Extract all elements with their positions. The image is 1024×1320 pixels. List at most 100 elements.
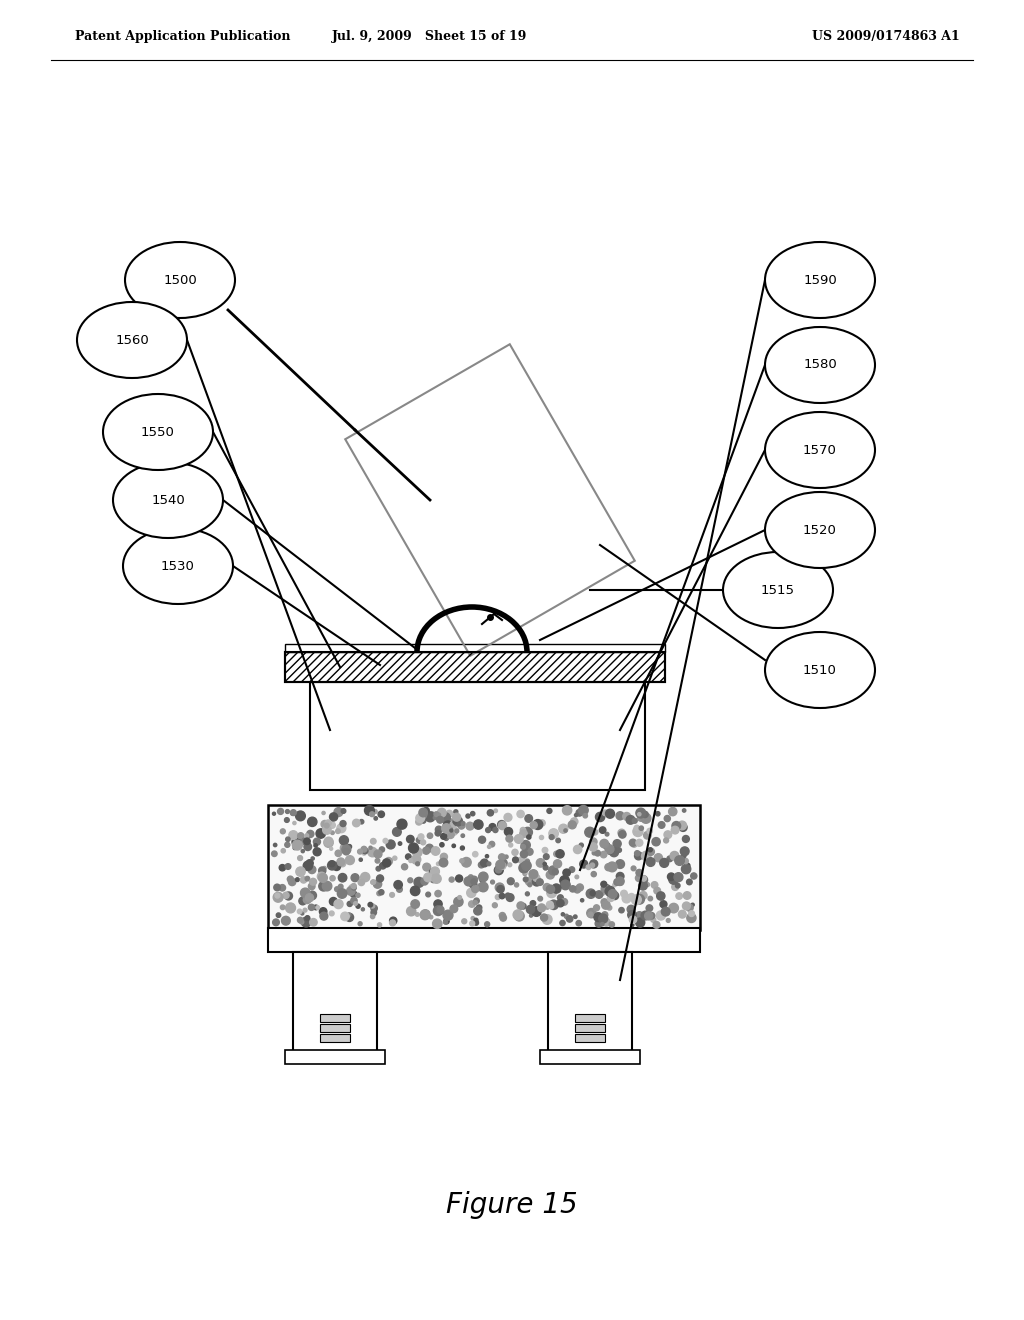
Circle shape [342,847,347,854]
Circle shape [286,809,290,813]
Circle shape [356,904,360,908]
Circle shape [443,911,453,920]
Circle shape [616,873,624,880]
Circle shape [361,846,367,853]
Circle shape [594,904,599,911]
Circle shape [618,908,625,913]
Circle shape [305,916,310,920]
Circle shape [394,880,402,888]
Circle shape [423,808,429,813]
Circle shape [314,843,317,847]
Circle shape [670,851,679,861]
Circle shape [526,836,531,840]
Circle shape [307,842,310,846]
Circle shape [303,896,311,904]
Circle shape [278,808,284,814]
Circle shape [680,847,689,855]
Circle shape [335,850,341,857]
Circle shape [325,820,331,826]
Circle shape [552,869,558,875]
Circle shape [577,884,584,891]
Circle shape [474,898,479,903]
Circle shape [590,859,598,869]
Circle shape [411,886,420,895]
Circle shape [500,894,505,899]
Circle shape [323,826,331,834]
Circle shape [639,891,647,899]
Circle shape [506,894,514,902]
Circle shape [409,859,413,862]
Circle shape [480,859,488,867]
Circle shape [528,883,531,887]
Circle shape [309,878,316,886]
Circle shape [636,808,646,818]
Circle shape [429,915,433,919]
Circle shape [467,888,476,898]
Ellipse shape [765,632,874,708]
Circle shape [681,865,691,874]
Circle shape [631,866,636,871]
Circle shape [360,873,370,882]
Circle shape [654,854,663,862]
Circle shape [525,859,529,863]
Circle shape [508,863,512,867]
Circle shape [313,838,321,845]
Circle shape [318,867,326,874]
Circle shape [487,845,490,849]
Circle shape [474,919,478,923]
Circle shape [556,850,564,858]
Circle shape [358,879,365,886]
Circle shape [626,816,635,824]
Circle shape [679,911,686,917]
Circle shape [471,812,475,816]
Circle shape [272,812,275,816]
Circle shape [478,873,488,882]
Circle shape [602,810,608,816]
Circle shape [604,888,608,892]
Circle shape [328,861,337,870]
Circle shape [273,884,281,891]
Circle shape [499,862,506,870]
Circle shape [443,821,453,830]
Circle shape [280,884,286,891]
Circle shape [639,882,647,890]
Circle shape [341,912,349,920]
Circle shape [514,834,523,843]
Circle shape [557,899,564,907]
Circle shape [654,887,660,894]
Circle shape [606,846,613,854]
Circle shape [434,900,442,908]
Circle shape [414,878,424,887]
Circle shape [333,863,341,870]
Circle shape [636,870,643,876]
Circle shape [600,923,604,925]
Circle shape [503,859,507,865]
Circle shape [466,814,470,818]
Circle shape [334,808,343,817]
Circle shape [471,916,474,920]
Ellipse shape [723,552,833,628]
Circle shape [307,830,314,837]
Circle shape [433,906,443,916]
Circle shape [329,861,335,867]
Circle shape [605,887,615,896]
Circle shape [688,911,694,916]
Circle shape [478,882,488,892]
Circle shape [574,813,578,817]
Circle shape [477,883,484,891]
Circle shape [293,821,296,825]
Circle shape [543,847,548,853]
Circle shape [537,879,543,886]
Bar [293,952,377,1052]
Circle shape [419,808,427,817]
Bar [575,1024,605,1032]
Circle shape [432,919,442,928]
Bar [285,1049,385,1064]
Circle shape [595,920,602,927]
Circle shape [648,912,654,919]
Circle shape [676,892,682,899]
Circle shape [522,828,532,837]
Circle shape [451,821,456,828]
Circle shape [453,813,461,821]
Circle shape [590,863,595,867]
